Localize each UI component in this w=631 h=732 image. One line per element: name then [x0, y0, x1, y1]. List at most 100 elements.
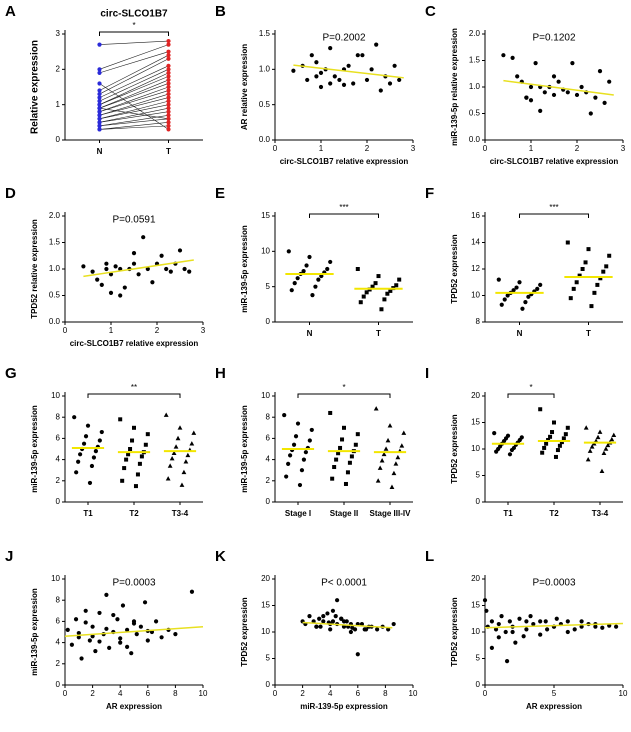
y-tick-label: 4 — [266, 455, 271, 464]
point — [551, 74, 557, 79]
point — [145, 432, 150, 437]
point — [391, 470, 397, 476]
point — [565, 90, 570, 95]
significance-label: * — [529, 383, 532, 392]
point — [392, 63, 397, 68]
point — [338, 445, 343, 450]
panel-letter: D — [5, 185, 16, 202]
pair-line — [99, 107, 169, 120]
point — [293, 434, 299, 439]
point — [166, 67, 171, 72]
point — [145, 638, 150, 643]
point — [166, 91, 171, 97]
point — [159, 635, 164, 640]
point — [124, 457, 129, 462]
y-tick-label: 2.0 — [469, 29, 481, 38]
pair-line — [99, 44, 169, 70]
y-tick-label: 0 — [56, 497, 61, 506]
pair-line — [99, 83, 169, 109]
point — [91, 455, 97, 460]
point — [120, 478, 125, 483]
y-tick-label: 0 — [56, 680, 61, 689]
pair-line — [99, 107, 169, 123]
y-tick-label: 10 — [51, 391, 60, 400]
regression-line — [83, 259, 194, 278]
point — [376, 274, 381, 279]
point — [118, 640, 123, 645]
point — [166, 56, 171, 61]
point — [515, 74, 520, 79]
point — [494, 449, 499, 454]
y-tick-label: 2 — [266, 476, 271, 485]
y-tick-label: 3 — [56, 29, 61, 38]
point — [542, 90, 547, 95]
y-tick-label: 5 — [476, 471, 481, 480]
point — [553, 454, 558, 459]
p-value: P< 0.0001 — [321, 578, 367, 589]
point — [387, 423, 393, 428]
point — [561, 436, 566, 441]
point — [388, 288, 393, 293]
x-tick-label: T — [166, 147, 171, 156]
point — [314, 624, 319, 629]
point — [76, 630, 81, 636]
point — [602, 100, 607, 105]
point — [309, 53, 314, 58]
point — [546, 437, 551, 442]
point — [93, 449, 98, 454]
y-tick-label: 10 — [261, 627, 270, 636]
point — [328, 259, 333, 265]
y-tick-label: 10 — [261, 391, 270, 400]
point — [166, 113, 171, 118]
point — [563, 432, 568, 437]
point — [387, 81, 393, 86]
significance-bracket — [297, 393, 391, 398]
point — [97, 116, 102, 121]
y-axis-label: TPD52 relative expression — [30, 219, 39, 319]
point — [565, 629, 570, 635]
point — [604, 264, 609, 269]
x-axis-label: AR expression — [526, 702, 582, 711]
point — [504, 659, 510, 664]
y-tick-label: 0.5 — [49, 291, 61, 300]
point — [97, 99, 102, 104]
y-tick-label: 1.5 — [469, 56, 481, 65]
point — [535, 286, 540, 291]
panel-letter: F — [425, 185, 434, 202]
point — [291, 68, 296, 73]
p-value: P=0.0591 — [112, 215, 156, 226]
y-tick-label: 10 — [471, 444, 480, 453]
point — [97, 106, 102, 111]
point — [97, 109, 102, 114]
pair-line — [99, 90, 169, 113]
x-tick-label: 4 — [118, 689, 123, 698]
point — [97, 91, 102, 97]
point — [166, 120, 171, 125]
pair-line — [99, 79, 169, 109]
point — [526, 294, 531, 299]
point — [572, 627, 577, 632]
point — [514, 285, 519, 290]
x-tick-label: 0 — [273, 144, 278, 153]
point — [565, 619, 570, 624]
point — [166, 116, 171, 121]
point — [173, 444, 179, 449]
point — [337, 77, 342, 83]
y-axis-label: miR-139-5p relative expression — [450, 28, 459, 146]
point — [90, 624, 95, 629]
point — [301, 457, 307, 462]
pair-line — [99, 93, 169, 116]
y-tick-label: 14 — [471, 238, 480, 247]
point — [570, 61, 575, 66]
point — [554, 616, 559, 621]
y-tick-label: 5 — [476, 654, 481, 663]
point — [284, 474, 289, 479]
point — [166, 95, 171, 100]
point — [360, 53, 365, 58]
y-tick-label: 4 — [56, 455, 61, 464]
panel-letter: H — [215, 365, 226, 382]
point — [524, 95, 529, 100]
point — [341, 82, 347, 87]
regression-line — [64, 625, 204, 637]
point — [579, 84, 584, 90]
